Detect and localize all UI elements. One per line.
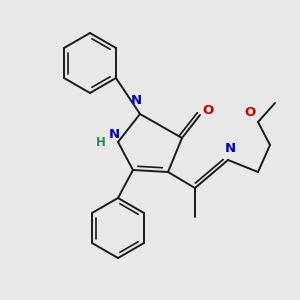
Text: O: O: [202, 103, 214, 116]
Text: N: N: [130, 94, 142, 107]
Text: H: H: [96, 136, 106, 148]
Text: O: O: [244, 106, 256, 118]
Text: N: N: [224, 142, 236, 154]
Text: N: N: [108, 128, 120, 140]
